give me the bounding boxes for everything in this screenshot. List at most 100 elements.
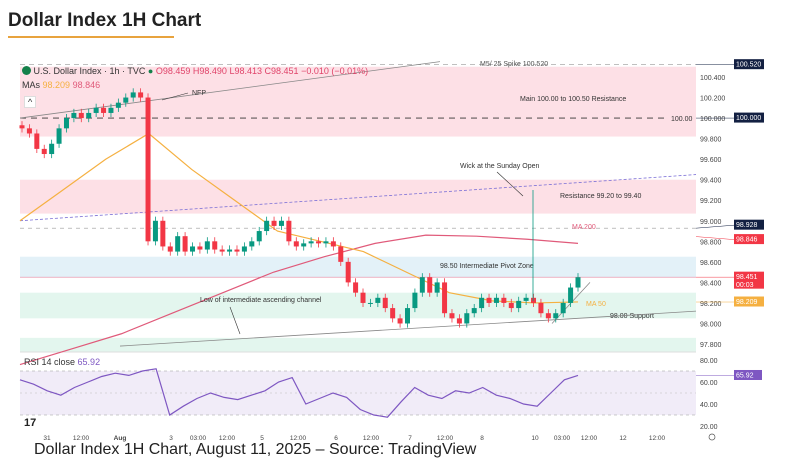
- candle-body: [93, 107, 99, 113]
- mas-legend[interactable]: MAs 98.209 98.846: [22, 80, 100, 90]
- candle-body: [449, 313, 455, 319]
- change-value: −0.010 (−0.01%): [301, 66, 369, 76]
- price-label-leader: [695, 236, 735, 240]
- candle-body: [108, 107, 114, 113]
- candle-body: [26, 128, 32, 134]
- candle-body: [227, 249, 233, 252]
- x-tick-label: 03:00: [554, 435, 571, 442]
- price-label-bg: [734, 234, 764, 245]
- price-label: 98.451: [736, 274, 758, 281]
- candle-body: [204, 241, 210, 250]
- candle-body: [323, 241, 329, 244]
- candle-body: [308, 241, 314, 244]
- candle-body: [390, 308, 396, 319]
- tradingview-logo: 17: [24, 417, 36, 429]
- y-tick-label: 99.600: [700, 157, 722, 164]
- open-value: O98.459: [155, 66, 191, 76]
- line-100-label: 100.00: [671, 116, 693, 123]
- candle-body: [123, 97, 129, 103]
- candle-body: [212, 241, 218, 250]
- candle-body: [271, 220, 277, 226]
- candle-body: [382, 297, 388, 309]
- candle-body: [256, 231, 262, 242]
- candle-body: [360, 292, 366, 303]
- candle-body: [101, 107, 107, 113]
- y-tick-label: 98.400: [700, 280, 722, 287]
- rsi-tick-label: 40.00: [700, 402, 718, 409]
- candle-body: [197, 246, 203, 250]
- x-tick-label: 6: [334, 435, 338, 442]
- candle-body: [404, 308, 410, 324]
- collapse-legend-button[interactable]: ^: [24, 96, 37, 108]
- price-label: 100.000: [736, 115, 761, 122]
- zone-resistance: [20, 179, 696, 214]
- ma200-line: [19, 234, 579, 366]
- price-label: 98.209: [736, 299, 758, 306]
- candle-body: [63, 118, 69, 129]
- price-label-bg: [734, 59, 764, 70]
- candle-body: [479, 297, 485, 309]
- candle-body: [575, 277, 581, 288]
- upper-trendline: [19, 174, 697, 222]
- candle-body: [330, 241, 336, 247]
- candle-body: [501, 297, 507, 303]
- x-tick-label: 10: [531, 435, 539, 442]
- candle-body: [553, 313, 559, 319]
- close-value: C98.451: [264, 66, 299, 76]
- annotation-nfp: NFP: [192, 90, 206, 97]
- x-tick-label: 12:00: [437, 435, 454, 442]
- candle-body: [145, 97, 151, 242]
- x-tick-label: 8: [480, 435, 484, 442]
- y-tick-label: 99.200: [700, 198, 722, 205]
- symbol-label[interactable]: U.S. Dollar Index · 1h · TVC: [33, 66, 146, 76]
- rsi-value-bg: [734, 369, 762, 380]
- rsi-tick-label: 80.00: [700, 358, 718, 365]
- candle-body: [34, 133, 40, 149]
- x-tick-label: 12:00: [649, 435, 666, 442]
- settings-icon[interactable]: [708, 433, 716, 441]
- candle-body: [264, 220, 270, 232]
- x-tick-label: 12:00: [363, 435, 380, 442]
- title-underline: [8, 36, 174, 38]
- zone-support: [20, 337, 696, 353]
- rsi-value: 65.92: [77, 357, 101, 367]
- candle-body: [241, 246, 247, 252]
- x-tick-label: 03:00: [190, 435, 207, 442]
- rsi-tick-label: 20.00: [700, 424, 718, 431]
- channel-arrow: [229, 306, 241, 335]
- price-label-bg: [734, 112, 764, 123]
- price-label-leader: [695, 224, 735, 229]
- candle-body: [130, 92, 136, 98]
- zone-support: [20, 292, 696, 319]
- x-tick-label: 3: [169, 435, 173, 442]
- market-status-dot: ●: [147, 66, 154, 76]
- candle-body: [456, 318, 462, 324]
- page-title: Dollar Index 1H Chart: [8, 10, 202, 31]
- y-tick-label: 98.000: [700, 321, 722, 328]
- x-tick-label: 12: [619, 435, 627, 442]
- candle-body: [531, 297, 537, 303]
- spike-trendline: [19, 61, 441, 119]
- candle-body: [56, 128, 62, 144]
- candle-body: [86, 112, 92, 119]
- y-tick-label: 98.800: [700, 239, 722, 246]
- y-tick-label: 100.200: [700, 96, 725, 103]
- chart-legend: U.S. Dollar Index · 1h · TVC ● O98.459 H…: [22, 66, 368, 76]
- candle-body: [353, 282, 359, 293]
- candle-body: [219, 249, 225, 252]
- price-label: 100.520: [736, 62, 761, 69]
- y-tick-label: 98.200: [700, 301, 722, 308]
- candle-body: [486, 297, 492, 303]
- x-tick-label: 12:00: [73, 435, 90, 442]
- candle-body: [167, 246, 173, 252]
- price-label-bg: [734, 296, 764, 307]
- candle-body: [286, 220, 292, 242]
- rsi-legend: RSI 14 close 65.92: [24, 357, 100, 367]
- zone-label: Main 100.00 to 100.50 Resistance: [520, 96, 626, 103]
- x-tick-label: Aug: [114, 435, 127, 442]
- candle-body: [442, 282, 448, 314]
- candle-body: [278, 220, 284, 226]
- wick-arrow: [496, 171, 524, 197]
- candle-body: [508, 302, 514, 309]
